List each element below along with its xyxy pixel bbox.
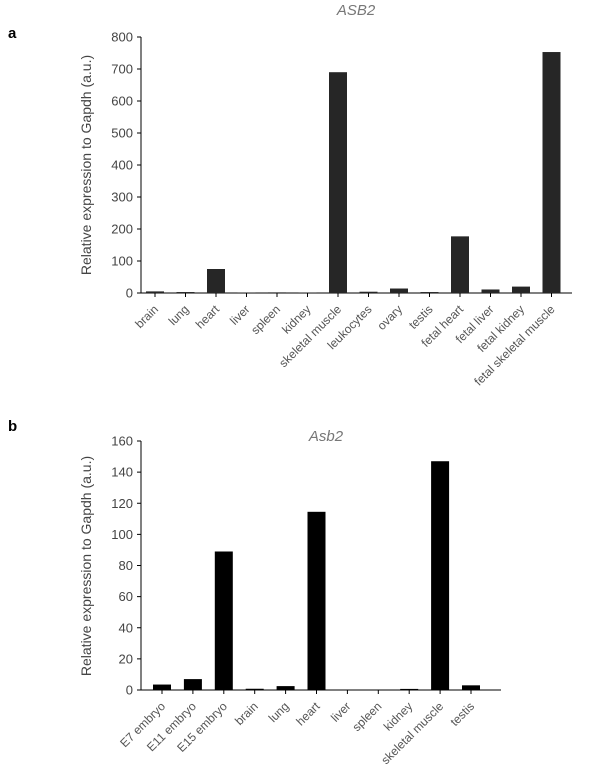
panel-a-category-label: liver [227, 302, 252, 327]
panel-b-y-tick-label: 0 [126, 683, 133, 698]
panel-b-y-tick-label: 100 [111, 527, 133, 542]
panel-b-category-label: liver [328, 699, 353, 724]
panel-a-bar [512, 286, 530, 293]
panel-b-category-label: testis [447, 699, 477, 729]
panel-b-y-tick-label: 40 [119, 620, 133, 635]
panel-a-y-tick-label: 400 [111, 158, 133, 173]
panel-a-bar [451, 236, 469, 293]
panel-b-bars [153, 461, 480, 690]
panel-a-bars [146, 52, 561, 293]
panel-a-y-tick-label: 100 [111, 254, 133, 269]
panel-a-category-label: brain [132, 302, 161, 331]
panel-a-y-tick-label: 600 [111, 94, 133, 109]
panel-a-bar [329, 72, 347, 293]
panel-b-y-tick-label: 60 [119, 589, 133, 604]
panel-a-y-tick-label: 500 [111, 126, 133, 141]
panel-b-bar [214, 551, 233, 690]
panel-b-bar [462, 685, 480, 690]
panel-a-category-labels: brain lung heart liverspleenkidneyskeletal … [132, 293, 558, 389]
panel-b-category-label: heart [293, 699, 323, 729]
panel-a-y-tick-label: 200 [111, 222, 133, 237]
panel-a-y-axis-label: Relative expression to Gapdh (a.u.) [78, 55, 94, 275]
panel-b-bar [183, 679, 202, 690]
panel-a: a ASB2 Relative expression to Gapdh (a.u… [8, 2, 572, 389]
panel-a-bar [481, 289, 500, 293]
panel-b-bar [153, 684, 171, 690]
panel-b: b Asb2 Relative expression to Gapdh (a.u… [8, 418, 501, 767]
panel-b-category-label: brain [232, 699, 261, 728]
panel-a-title: ASB2 [336, 2, 376, 19]
panel-a-bar [176, 292, 195, 293]
panel-a-category-label: spleen [248, 302, 283, 337]
panel-a-y-ticks: 0 100 200 300 400 500 600 700 800 [111, 30, 141, 301]
panel-b-bar [307, 511, 326, 690]
panel-b-bar [245, 688, 264, 690]
panel-b-letter: b [8, 418, 17, 435]
panel-a-category-label: heart [193, 302, 223, 332]
panel-b-bar [431, 461, 450, 690]
panel-a-bar [359, 291, 378, 293]
panel-b-bar [400, 688, 419, 690]
panel-a-bar [146, 291, 164, 293]
panel-a-category-label: ovary [374, 302, 405, 333]
panel-b-y-tick-label: 160 [111, 434, 133, 449]
panel-b-y-tick-label: 140 [111, 465, 133, 480]
panel-a-letter: a [8, 25, 17, 42]
panel-b-y-ticks: 0 20 40 60 80 100 120 140 160 [111, 434, 141, 698]
panel-b-y-axis-label: Relative expression to Gapdh (a.u.) [78, 456, 94, 676]
panel-b-bar [276, 686, 295, 690]
panel-b-y-tick-label: 120 [111, 496, 133, 511]
panel-a-y-tick-label: 700 [111, 62, 133, 77]
panel-b-category-label: lung [266, 699, 292, 725]
panel-a-y-tick-label: 0 [126, 286, 133, 301]
panel-a-y-tick-label: 800 [111, 30, 133, 45]
panel-a-bar [542, 52, 561, 293]
panel-a-y-tick-label: 300 [111, 190, 133, 205]
panel-a-bar [268, 292, 286, 293]
panel-a-bar [207, 269, 225, 293]
panel-a-category-label: lung [166, 302, 192, 328]
panel-b-y-tick-label: 80 [119, 558, 133, 573]
panel-a-bar [390, 288, 408, 293]
panel-b-title: Asb2 [308, 428, 344, 445]
panel-a-bar [420, 292, 439, 293]
panel-b-y-tick-label: 20 [119, 651, 133, 666]
panel-b-category-label: spleen [350, 699, 385, 734]
